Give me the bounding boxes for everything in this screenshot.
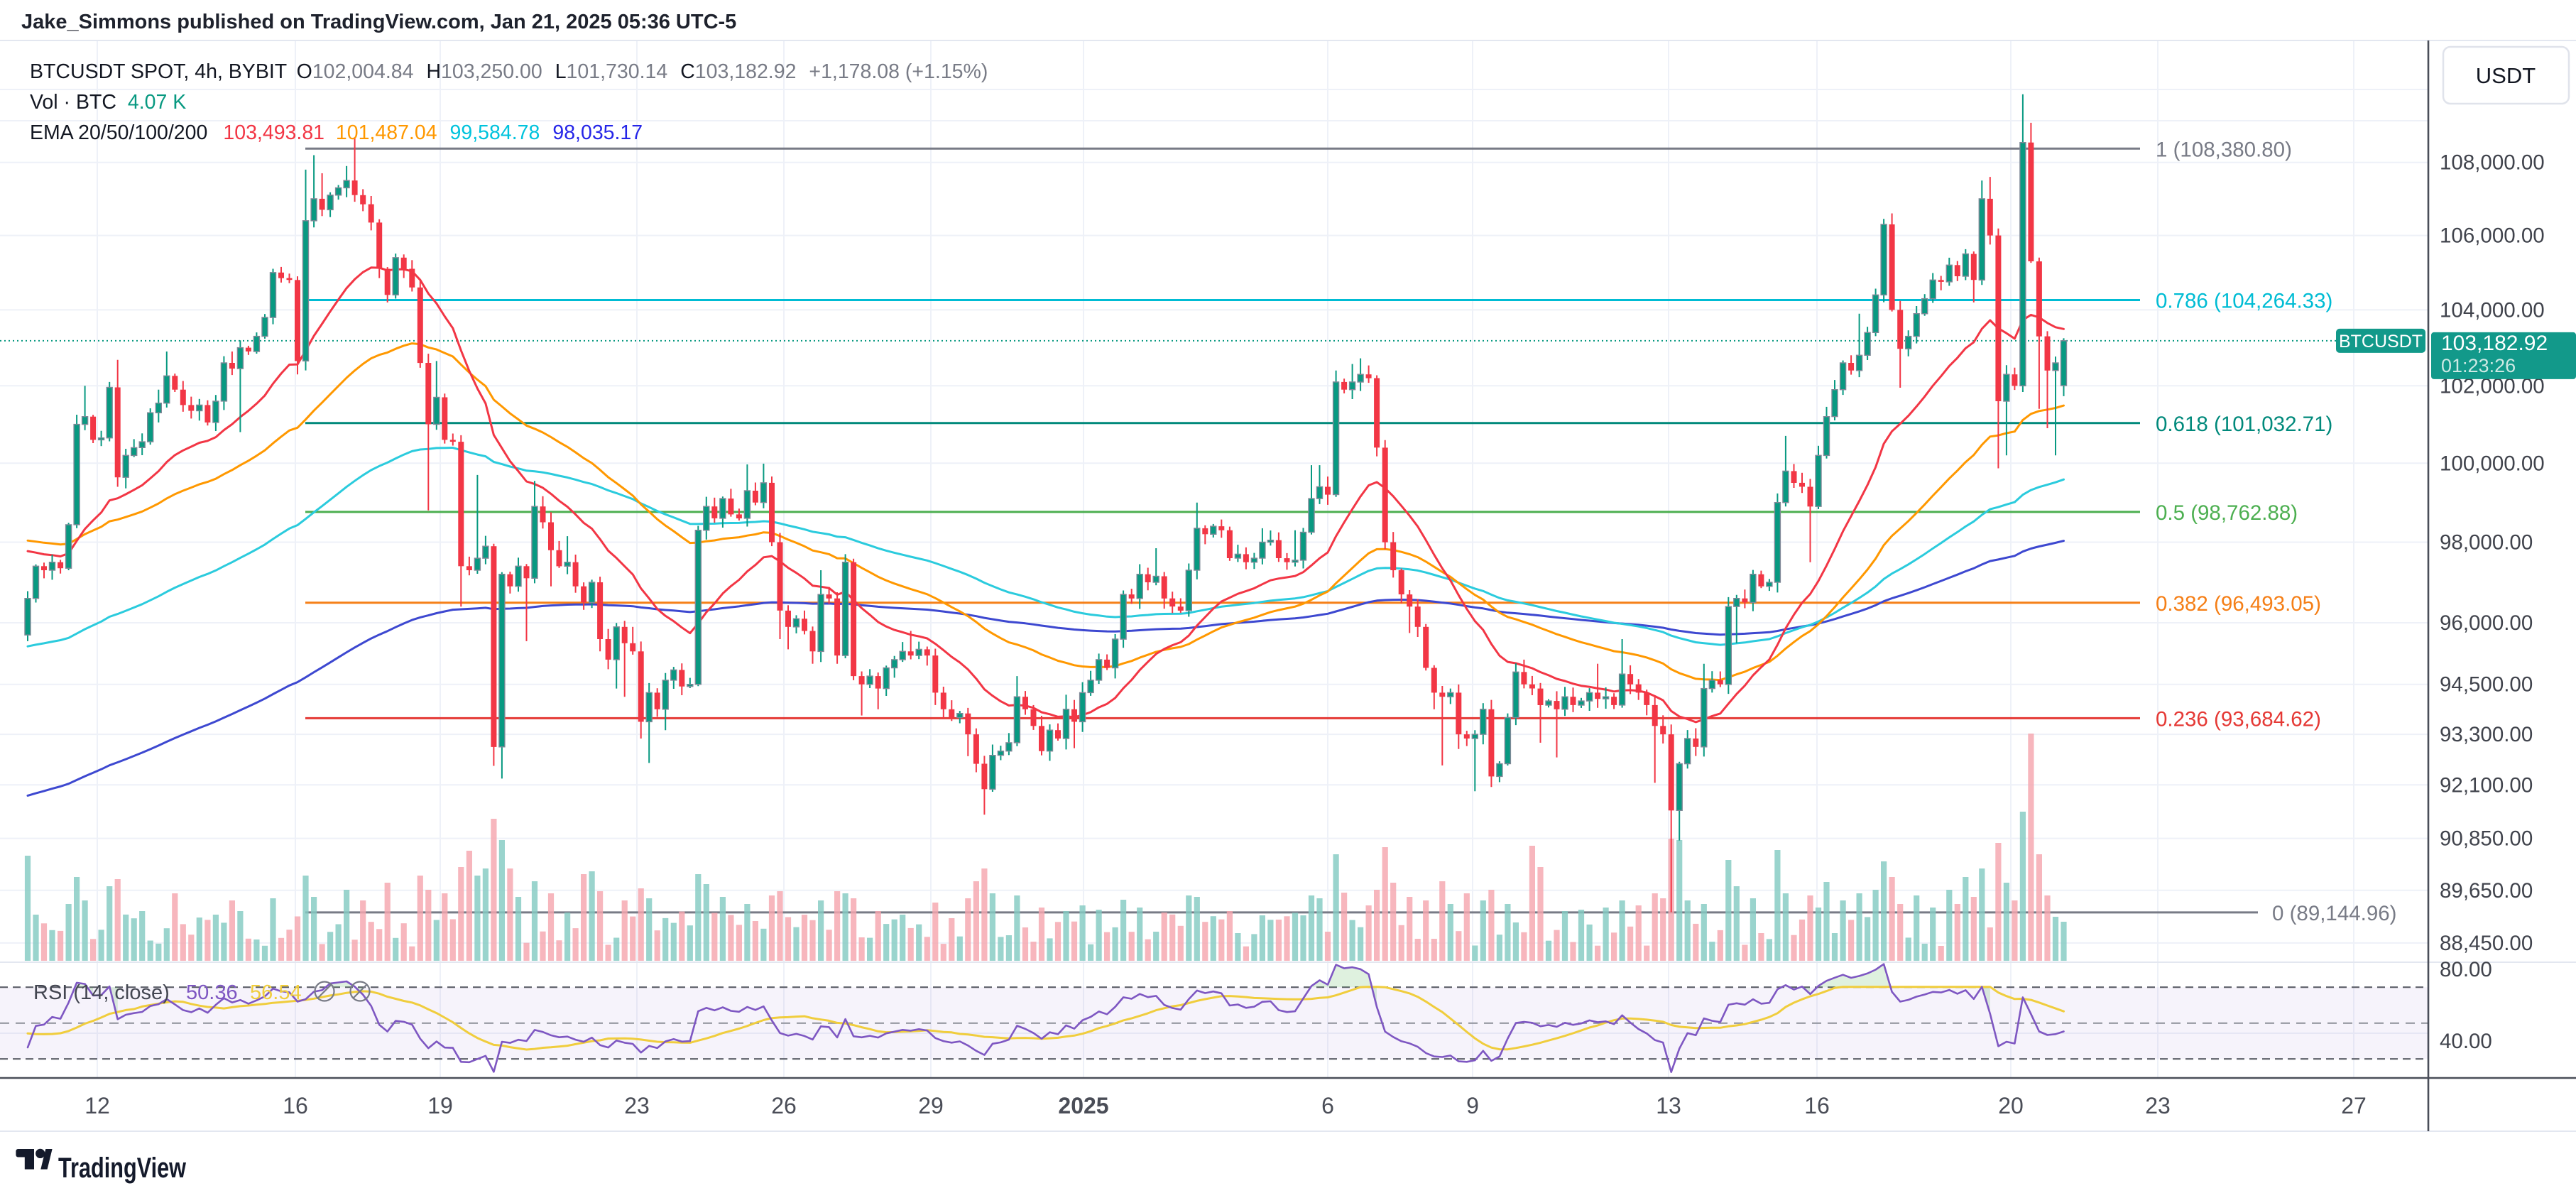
- svg-text:1 (108,380.80): 1 (108,380.80): [2156, 138, 2292, 161]
- svg-text:90,850.00: 90,850.00: [2440, 827, 2533, 851]
- svg-text:29: 29: [918, 1093, 944, 1118]
- svg-text:USDT: USDT: [2476, 63, 2536, 88]
- svg-text:16: 16: [1804, 1093, 1830, 1118]
- svg-text:01:23:26: 01:23:26: [2441, 355, 2516, 376]
- svg-text:0 (89,144.96): 0 (89,144.96): [2272, 902, 2397, 925]
- svg-text:12: 12: [84, 1093, 110, 1118]
- svg-text:94,500.00: 94,500.00: [2440, 673, 2533, 697]
- svg-text:0.5 (98,762.88): 0.5 (98,762.88): [2156, 501, 2298, 525]
- svg-text:Vol · BTC 4.07 K: Vol · BTC 4.07 K: [30, 91, 186, 114]
- svg-text:Jake_Simmons published on Trad: Jake_Simmons published on TradingView.co…: [21, 11, 736, 33]
- svg-text:2025: 2025: [1058, 1093, 1108, 1118]
- svg-text:0.382 (96,493.05): 0.382 (96,493.05): [2156, 592, 2321, 616]
- svg-text:40.00: 40.00: [2440, 1030, 2492, 1053]
- svg-text:23: 23: [624, 1093, 650, 1118]
- svg-text:93,300.00: 93,300.00: [2440, 723, 2533, 746]
- svg-text:27: 27: [2341, 1093, 2367, 1118]
- svg-text:100,000.00: 100,000.00: [2440, 452, 2545, 475]
- svg-text:9: 9: [1466, 1093, 1479, 1118]
- svg-text:16: 16: [283, 1093, 308, 1118]
- svg-text:20: 20: [1998, 1093, 2024, 1118]
- svg-text:88,450.00: 88,450.00: [2440, 932, 2533, 955]
- svg-text:104,000.00: 104,000.00: [2440, 298, 2545, 322]
- svg-text:26: 26: [771, 1093, 797, 1118]
- svg-text:13: 13: [1656, 1093, 1681, 1118]
- svg-text:108,000.00: 108,000.00: [2440, 151, 2545, 175]
- svg-text:89,650.00: 89,650.00: [2440, 879, 2533, 903]
- svg-text:0.618 (101,032.71): 0.618 (101,032.71): [2156, 413, 2332, 436]
- svg-text:106,000.00: 106,000.00: [2440, 224, 2545, 248]
- svg-text:92,100.00: 92,100.00: [2440, 773, 2533, 797]
- svg-text:TradingView: TradingView: [58, 1153, 187, 1184]
- svg-text:80.00: 80.00: [2440, 958, 2492, 981]
- svg-text:0.786 (104,264.33): 0.786 (104,264.33): [2156, 290, 2332, 313]
- svg-text:BTCUSDT: BTCUSDT: [2339, 332, 2423, 352]
- svg-text:103,182.92: 103,182.92: [2441, 332, 2548, 355]
- svg-text:96,000.00: 96,000.00: [2440, 611, 2533, 635]
- svg-text:0.236 (93,684.62): 0.236 (93,684.62): [2156, 707, 2321, 731]
- svg-text:23: 23: [2145, 1093, 2171, 1118]
- svg-text:19: 19: [427, 1093, 453, 1118]
- svg-text:98,000.00: 98,000.00: [2440, 531, 2533, 555]
- svg-text:6: 6: [1321, 1093, 1334, 1118]
